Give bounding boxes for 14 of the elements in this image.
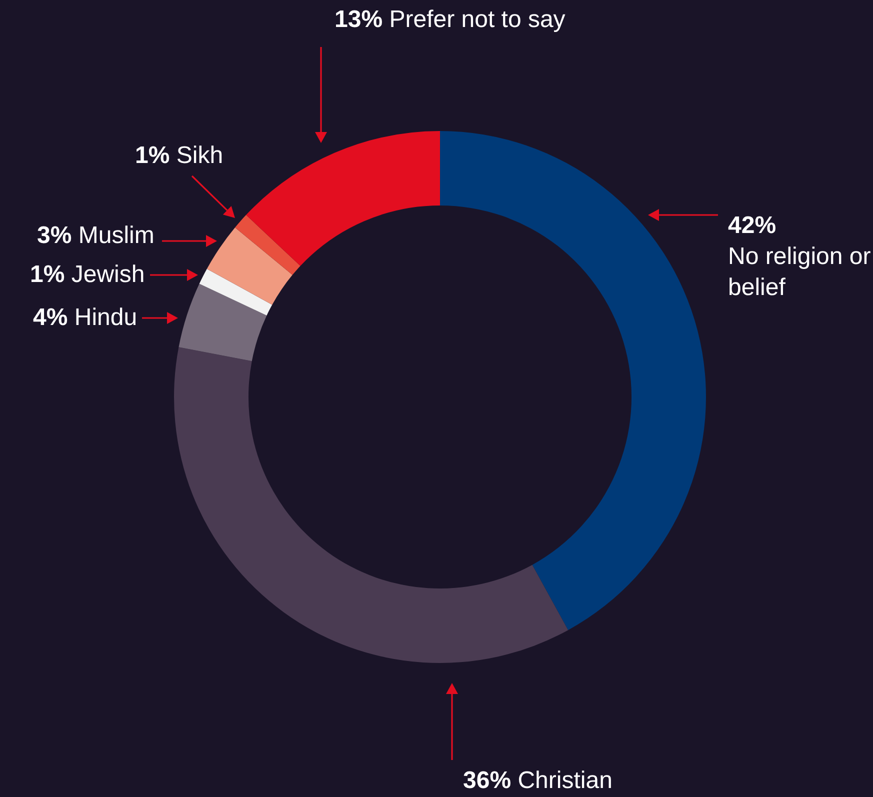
slice-label: Christian [518,767,612,794]
data-label: 13% [334,6,383,33]
slice-label: Prefer not to say [389,6,566,33]
slice-label: Jewish [71,261,145,288]
slice-label: Hindu [74,304,138,331]
data-label: 36% [463,767,512,794]
data-label: 4% [33,304,68,331]
data-label: 1% [135,142,170,169]
data-label: 1% [30,261,65,288]
data-label: 3% [37,222,72,249]
slice-label: Sikh [176,142,224,169]
slice-label: Muslim [78,222,154,249]
data-label: 42% [728,211,778,241]
slice-label: No religion or belief [728,243,871,301]
